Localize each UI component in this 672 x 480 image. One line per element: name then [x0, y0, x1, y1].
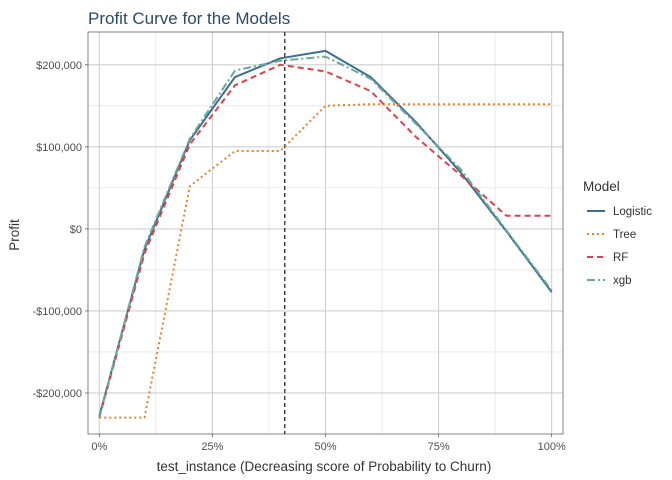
x-tick-labels: 0% 25% 50% 75% 100%	[91, 434, 566, 453]
y-tick-label: -$200,000	[32, 388, 82, 400]
series-line-rf	[98, 63, 552, 418]
legend: Model Logistic Tree RF xgb	[583, 179, 652, 287]
y-tick-label: $200,000	[36, 60, 82, 72]
x-tick-label: 25%	[201, 441, 223, 453]
grid-lines	[88, 32, 563, 434]
x-tick-label: 50%	[314, 441, 336, 453]
legend-label-xgb: xgb	[613, 275, 632, 287]
y-tick-label: $0	[70, 224, 82, 236]
y-tick-label: $100,000	[36, 142, 82, 154]
x-tick-label: 75%	[428, 441, 450, 453]
x-axis-title: test_instance (Decreasing score of Proba…	[157, 459, 492, 474]
legend-label-logistic: Logistic	[613, 206, 652, 218]
series-lines	[98, 49, 553, 419]
chart-title: Profit Curve for the Models	[88, 9, 290, 28]
y-tick-labels: -$200,000 -$100,000 $0 $100,000 $200,000	[32, 60, 88, 400]
series-line-logistic	[98, 49, 553, 417]
series-line-xgb	[98, 55, 553, 418]
legend-label-tree: Tree	[613, 229, 636, 241]
y-axis-title: Profit	[7, 219, 22, 251]
legend-title: Model	[583, 179, 620, 194]
y-tick-label: -$100,000	[32, 306, 82, 318]
x-tick-label: 0%	[91, 441, 107, 453]
legend-label-rf: RF	[613, 252, 628, 264]
x-tick-label: 100%	[538, 441, 566, 453]
